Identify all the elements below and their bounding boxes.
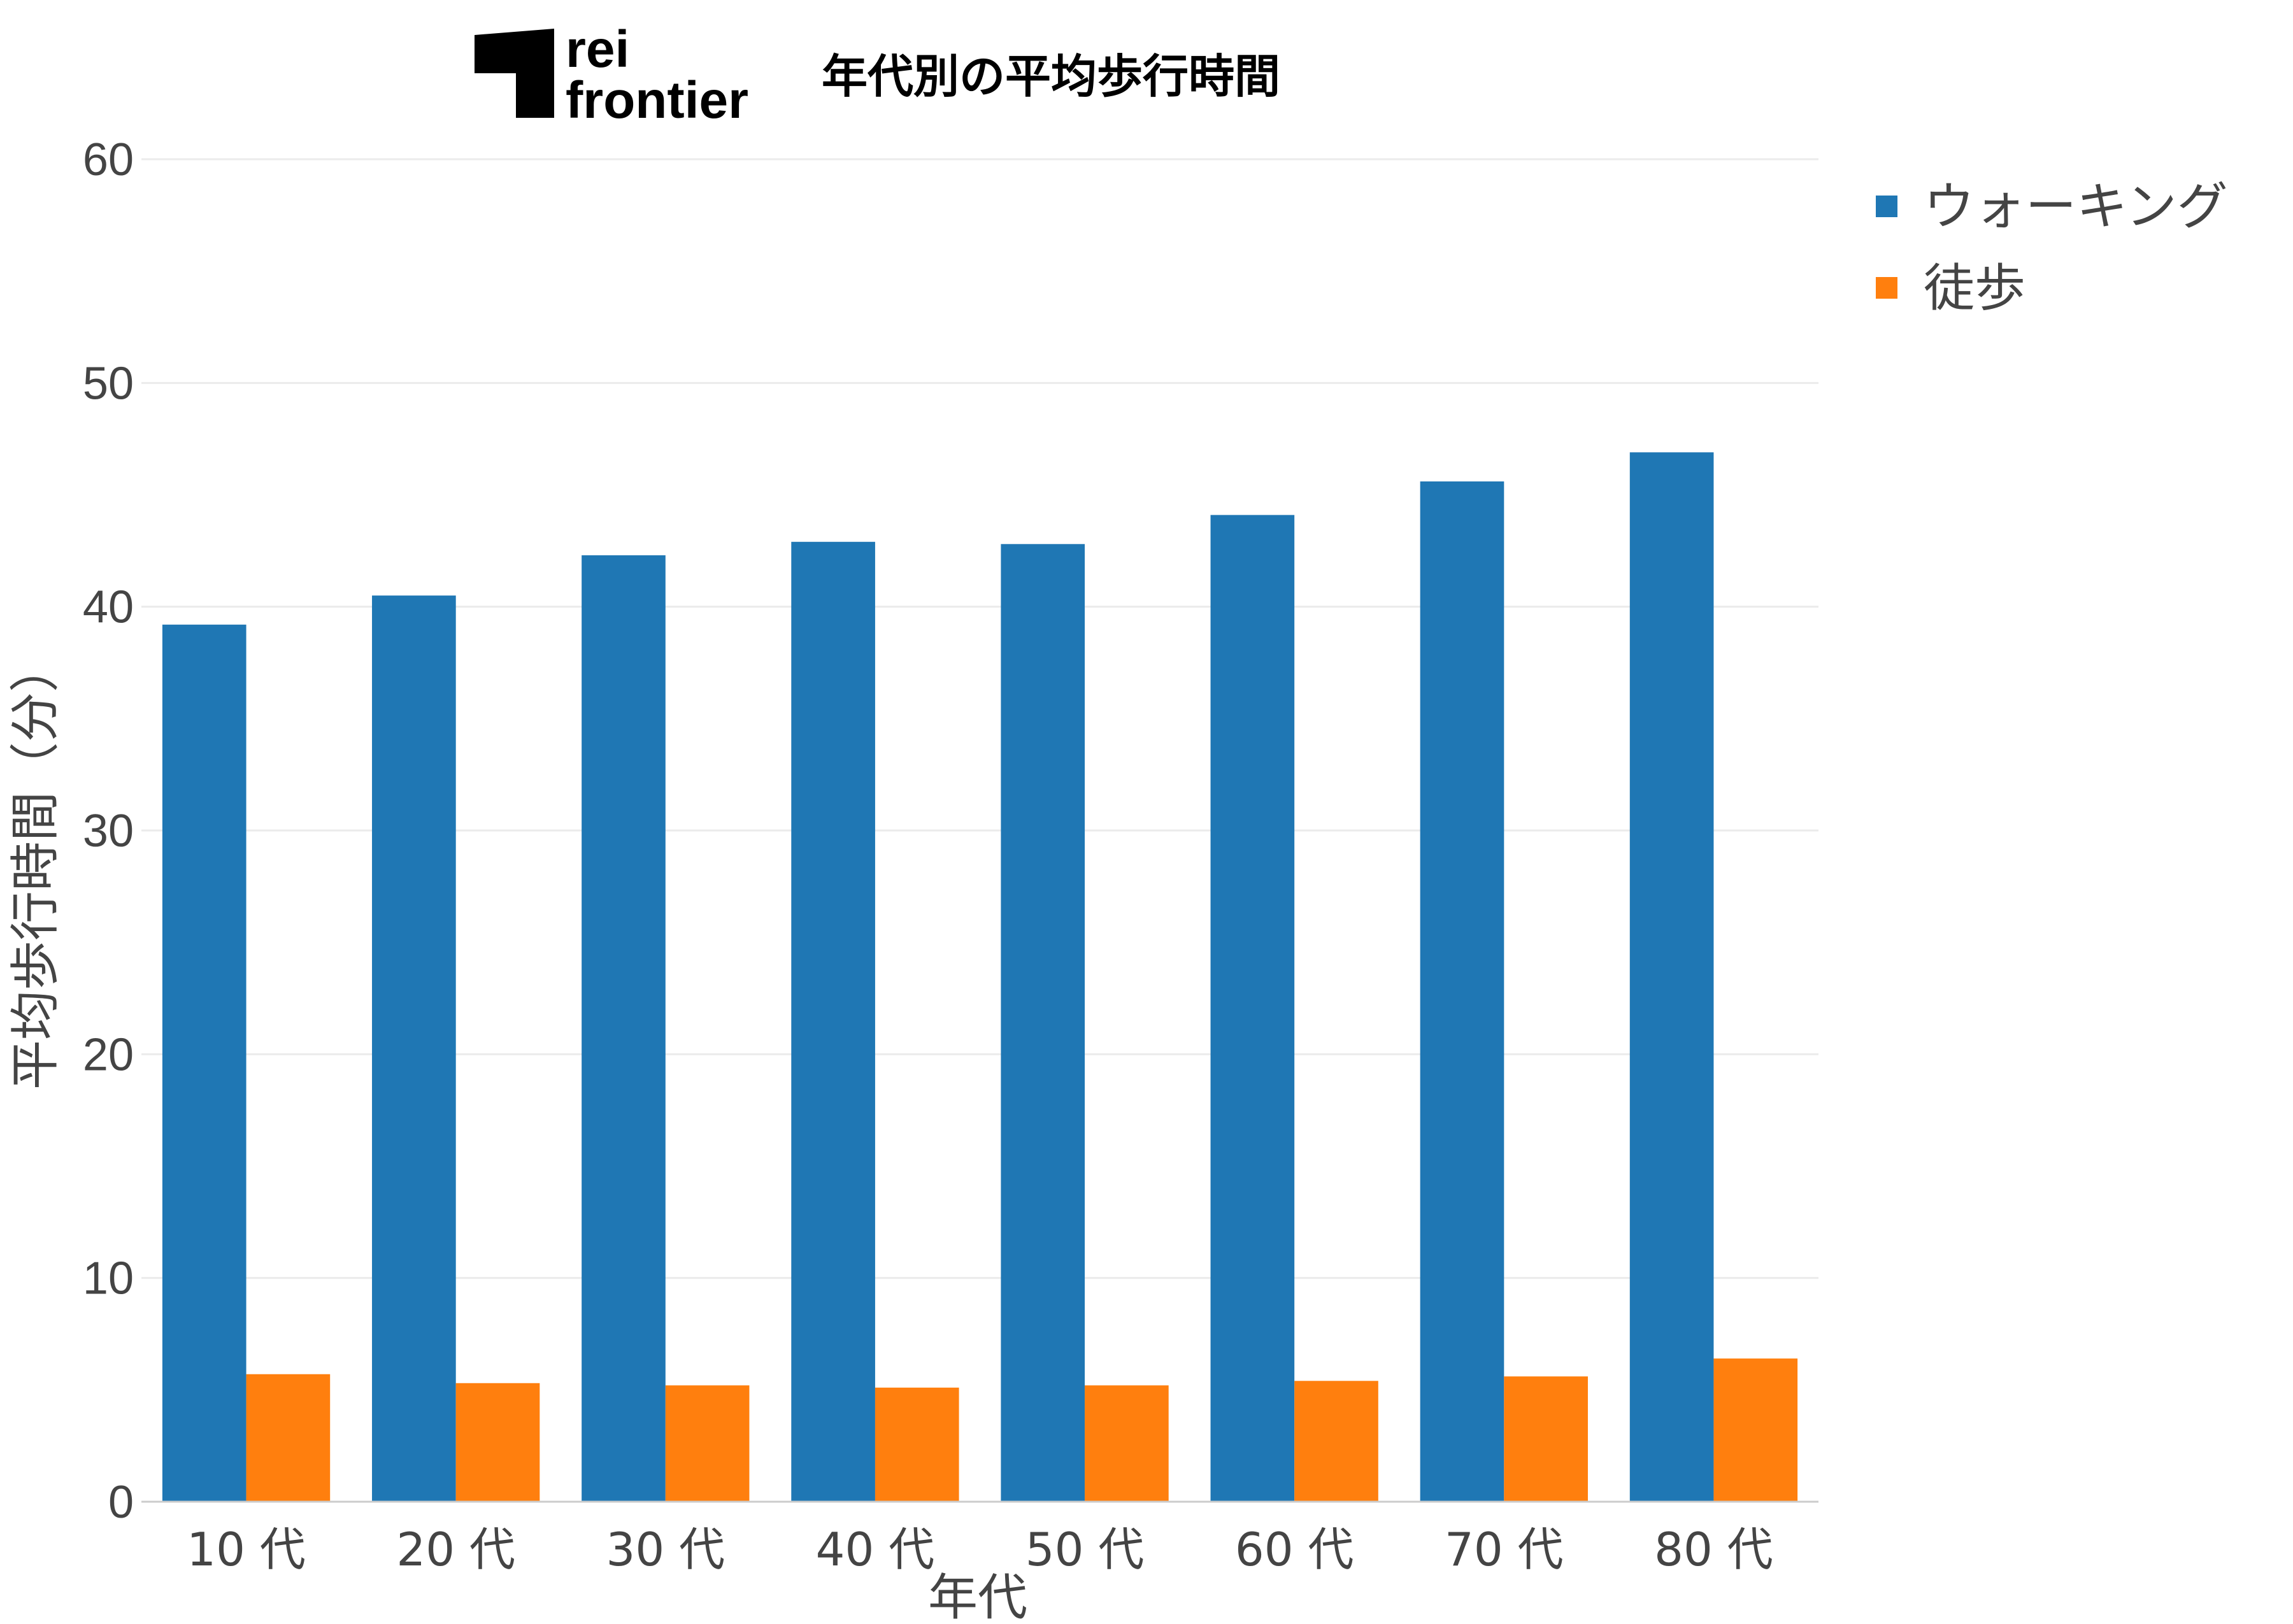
y-tick-label: 50 (83, 358, 134, 409)
x-tick-label: 80 代 (1654, 1523, 1773, 1576)
bar-walking[interactable] (1001, 544, 1085, 1502)
legend-swatch-walking (1876, 196, 1897, 217)
bar-on-foot[interactable] (1713, 1358, 1798, 1502)
legend[interactable]: ウォーキング 徒歩 (1876, 177, 2228, 318)
bar-walking[interactable] (1420, 481, 1504, 1502)
bar-on-foot[interactable] (665, 1385, 750, 1502)
bar-walking[interactable] (791, 541, 875, 1502)
y-tick-label: 0 (108, 1477, 134, 1528)
legend-swatch-on-foot (1876, 277, 1897, 299)
bar-on-foot[interactable] (1504, 1376, 1588, 1502)
chart-title: 年代別の平均歩行時間 (822, 50, 1280, 103)
logo-text-line1: rei (566, 20, 629, 78)
bar-walking[interactable] (372, 595, 456, 1502)
y-tick-label: 30 (83, 806, 134, 857)
logo-text-line2: frontier (566, 71, 748, 129)
x-tick-label: 40 代 (816, 1523, 935, 1576)
legend-label-on-foot: 徒歩 (1924, 259, 2025, 318)
y-tick-label: 20 (83, 1029, 134, 1080)
logo-mark-icon (475, 29, 554, 118)
x-axis-ticks: 10 代 20 代 30 代 40 代 50 代 60 代 70 代 80 代 (187, 1523, 1773, 1576)
x-tick-label: 10 代 (187, 1523, 306, 1576)
x-tick-label: 60 代 (1235, 1523, 1354, 1576)
y-axis-title: 平均歩行時間（分） (7, 643, 64, 1090)
y-tick-label: 40 (83, 582, 134, 633)
y-tick-label: 10 (83, 1253, 134, 1304)
x-tick-label: 50 代 (1025, 1523, 1145, 1576)
bar-on-foot[interactable] (875, 1387, 959, 1502)
bar-walking[interactable] (1210, 515, 1295, 1502)
logo: rei frontier (475, 20, 748, 129)
y-tick-label: 60 (83, 134, 134, 185)
x-tick-label: 30 代 (606, 1523, 725, 1576)
bar-on-foot[interactable] (1294, 1381, 1378, 1502)
bar-walking[interactable] (1629, 452, 1714, 1502)
bar-walking[interactable] (582, 555, 666, 1502)
y-axis-ticks: 0 10 20 30 40 50 60 (83, 134, 134, 1528)
bar-on-foot[interactable] (1085, 1385, 1169, 1502)
bar-on-foot[interactable] (455, 1383, 540, 1502)
bars (162, 452, 1798, 1502)
x-tick-label: 20 代 (396, 1523, 515, 1576)
bar-walking[interactable] (162, 624, 246, 1502)
legend-label-walking: ウォーキング (1924, 177, 2228, 236)
bar-on-foot[interactable] (246, 1374, 331, 1502)
x-axis-title: 年代 (928, 1569, 1027, 1624)
x-tick-label: 70 代 (1445, 1523, 1564, 1576)
